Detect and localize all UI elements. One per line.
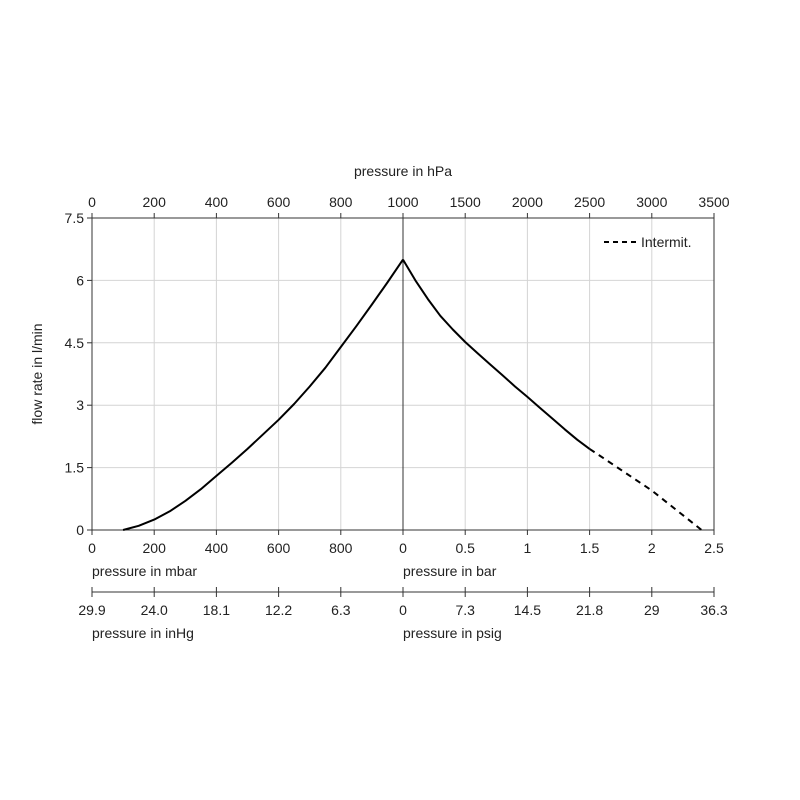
bar-tick-label: 1.5 bbox=[580, 540, 600, 556]
top-tick-label: 1000 bbox=[387, 194, 418, 210]
inhg-tick-label: 12.2 bbox=[265, 602, 292, 618]
top-tick-label: 3000 bbox=[636, 194, 667, 210]
legend-label: Intermit. bbox=[641, 234, 692, 250]
psig-axis-label: pressure in psig bbox=[403, 625, 502, 641]
y-tick-label: 6 bbox=[76, 272, 84, 288]
inhg-tick-label: 24.0 bbox=[141, 602, 168, 618]
y-tick-label: 3 bbox=[76, 397, 84, 413]
inhg-tick-label: 6.3 bbox=[331, 602, 351, 618]
mbar-tick-label: 0 bbox=[88, 540, 96, 556]
psig-tick-label: 0 bbox=[399, 602, 407, 618]
top-tick-label: 2500 bbox=[574, 194, 605, 210]
bar-tick-label: 2 bbox=[648, 540, 656, 556]
bar-tick-label: 2.5 bbox=[704, 540, 724, 556]
mbar-tick-label: 800 bbox=[329, 540, 353, 556]
y-tick-label: 0 bbox=[76, 522, 84, 538]
vacuum-axis-label: pressure in mbar bbox=[92, 563, 197, 579]
psig-tick-label: 21.8 bbox=[576, 602, 603, 618]
y-axis-label: flow rate in l/min bbox=[29, 323, 45, 424]
vacuum-flow-line bbox=[122, 259, 404, 531]
top-tick-label: 200 bbox=[143, 194, 167, 210]
intermittent-flow-line bbox=[589, 448, 703, 531]
mbar-tick-label: 400 bbox=[205, 540, 229, 556]
axis-labels: pressure in hPa flow rate in l/min press… bbox=[29, 163, 502, 641]
top-axis-label: pressure in hPa bbox=[354, 163, 452, 179]
bar-tick-label: 0.5 bbox=[455, 540, 475, 556]
psig-tick-label: 14.5 bbox=[514, 602, 541, 618]
inhg-axis-label: pressure in inHg bbox=[92, 625, 194, 641]
top-tick-label: 2000 bbox=[512, 194, 543, 210]
series bbox=[122, 259, 703, 531]
y-tick-label: 7.5 bbox=[65, 210, 85, 226]
top-tick-label: 1500 bbox=[450, 194, 481, 210]
inhg-tick-label: 29.9 bbox=[78, 602, 105, 618]
top-tick-label: 400 bbox=[205, 194, 229, 210]
bar-tick-label: 1 bbox=[524, 540, 532, 556]
top-tick-label: 600 bbox=[267, 194, 291, 210]
legend: Intermit. bbox=[604, 234, 692, 250]
psig-tick-label: 7.3 bbox=[455, 602, 475, 618]
y-tick-label: 4.5 bbox=[65, 335, 85, 351]
mbar-tick-label: 600 bbox=[267, 540, 291, 556]
top-tick-label: 3500 bbox=[698, 194, 729, 210]
pressure-flow-line bbox=[402, 259, 591, 450]
top-tick-label: 0 bbox=[88, 194, 96, 210]
top-tick-label: 800 bbox=[329, 194, 353, 210]
mbar-tick-label: 200 bbox=[143, 540, 167, 556]
pressure-axis-label: pressure in bar bbox=[403, 563, 497, 579]
psig-tick-label: 29 bbox=[644, 602, 660, 618]
y-tick-label: 1.5 bbox=[65, 460, 85, 476]
axis-ticks: 01.534.567.50 200 400 600 800 1000 1500 2000 250… bbox=[65, 194, 730, 618]
bar-tick-label: 0 bbox=[399, 540, 407, 556]
psig-tick-label: 36.3 bbox=[700, 602, 727, 618]
inhg-tick-label: 18.1 bbox=[203, 602, 230, 618]
